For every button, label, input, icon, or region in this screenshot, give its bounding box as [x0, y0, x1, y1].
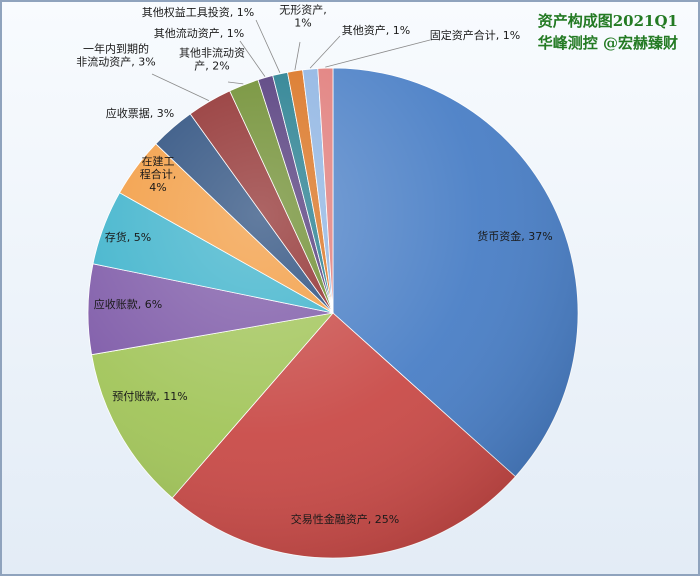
leader-line-10	[239, 40, 266, 77]
pie-slices	[87, 67, 579, 559]
slice-label-6: 在建工程合计, 4%	[140, 154, 177, 194]
leader-line-13	[309, 35, 341, 69]
slice-label-4: 应收账款, 6%	[94, 297, 162, 311]
title-line-2: 华峰测控 @宏赫臻财	[537, 34, 678, 52]
slice-label-3: 预付账款, 11%	[112, 389, 187, 403]
leader-line-14	[325, 39, 431, 68]
chart-title: 资产构成图2021Q1 华峰测控 @宏赫臻财	[538, 10, 678, 54]
data-labels: 货币资金, 37% 交易性金融资产, 25% 预付账款, 11% 应收账款, 6% 存货…	[76, 3, 552, 527]
slice-label-2: 交易性金融资产, 25%	[291, 512, 399, 526]
leader-line-12	[294, 41, 301, 71]
leader-line-9	[227, 81, 244, 85]
leader-line-11	[255, 19, 281, 73]
slice-label-8: 一年内到期的非流动资产, 3%	[76, 42, 155, 69]
slice-label-11: 其他权益工具投资, 1%	[142, 5, 254, 19]
slice-label-9: 其他非流动资产, 2%	[179, 46, 245, 73]
slice-label-10: 其他流动资产, 1%	[154, 26, 244, 40]
slice-label-1: 货币资金, 37%	[477, 229, 552, 243]
slice-label-14: 固定资产合计, 1%	[430, 28, 520, 42]
title-line-1: 资产构成图2021Q1	[537, 12, 678, 30]
leader-line-8	[151, 73, 210, 101]
slice-label-13: 其他资产, 1%	[342, 23, 410, 37]
slice-label-12: 无形资产, 1%	[279, 3, 327, 30]
slice-label-5: 存货, 5%	[105, 230, 151, 244]
slice-label-7: 应收票据, 3%	[106, 106, 174, 120]
leader-lines	[151, 19, 431, 101]
